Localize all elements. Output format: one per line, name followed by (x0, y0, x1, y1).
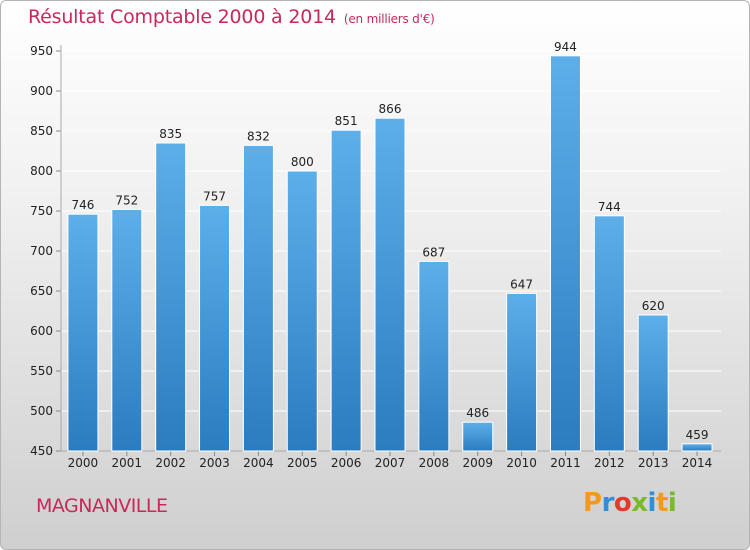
proxiti-logo: Proxiti (583, 488, 677, 518)
value-label: 486 (466, 406, 489, 420)
y-tick-label: 750 (30, 204, 53, 218)
bar (199, 204, 231, 452)
value-label: 757 (203, 189, 226, 203)
y-tick-label: 700 (30, 244, 53, 258)
x-tick-label: 2014 (682, 456, 713, 470)
value-labels: 746 752 835 757 832 800 851 866 687 486 647 944 744 6… (71, 40, 708, 442)
y-tick-labels: 450 500 550 600 650 700 750 800 850 900 950 (30, 44, 53, 458)
bars (67, 55, 713, 452)
value-label: 752 (115, 193, 138, 207)
bar (506, 292, 538, 452)
y-tick-label: 800 (30, 164, 53, 178)
value-label: 832 (247, 129, 270, 143)
bar (593, 215, 625, 452)
y-tick-label: 900 (30, 84, 53, 98)
value-label: 459 (686, 428, 709, 442)
y-tick-label: 950 (30, 44, 53, 58)
value-label: 620 (642, 299, 665, 313)
logo-letter: P (583, 488, 602, 518)
x-tick-label: 2011 (550, 456, 581, 470)
logo-letter: i (667, 488, 677, 518)
x-tick-label: 2001 (112, 456, 143, 470)
logo-letter: o (613, 488, 632, 518)
x-tick-label: 2006 (331, 456, 362, 470)
bar (330, 129, 362, 452)
logo-letter: x (631, 488, 648, 518)
x-tick-label: 2007 (375, 456, 406, 470)
x-tick-label: 2003 (199, 456, 230, 470)
y-tick-label: 650 (30, 284, 53, 298)
chart-title-text: Résultat Comptable 2000 à 2014 (28, 6, 336, 28)
value-label: 744 (598, 200, 621, 214)
y-tick-label: 850 (30, 124, 53, 138)
logo-letter: t (655, 488, 668, 518)
bar (637, 314, 669, 452)
x-tick-label: 2012 (594, 456, 625, 470)
value-label: 866 (379, 102, 402, 116)
y-tick-label: 550 (30, 364, 53, 378)
bar (155, 142, 187, 452)
bar (111, 208, 143, 452)
x-tick-label: 2000 (68, 456, 99, 470)
value-label: 835 (159, 127, 182, 141)
value-label: 851 (335, 114, 358, 128)
y-tick-label: 450 (30, 444, 53, 458)
chart-unit-note: (en milliers d'€) (343, 12, 435, 26)
bar (67, 213, 99, 452)
bar (549, 55, 581, 452)
x-tick-labels: 2000 2001 2002 2003 2004 2005 2006 2007 2008 2009… (68, 456, 713, 470)
x-tick-label: 2013 (638, 456, 669, 470)
bar (418, 260, 450, 452)
city-name: MAGNANVILLE (36, 495, 168, 517)
y-tick-label: 500 (30, 404, 53, 418)
bar (374, 117, 406, 452)
y-tick-label: 600 (30, 324, 53, 338)
x-tick-label: 2004 (243, 456, 274, 470)
value-label: 944 (554, 40, 577, 54)
value-label: 647 (510, 277, 533, 291)
bar (286, 170, 318, 452)
logo-letter: r (601, 488, 615, 518)
value-label: 746 (71, 198, 94, 212)
logo-letter: i (647, 488, 657, 518)
value-label: 687 (422, 245, 445, 259)
bar (681, 443, 713, 452)
chart-title: Résultat Comptable 2000 à 2014 (en millie… (28, 6, 435, 28)
x-tick-label: 2005 (287, 456, 318, 470)
x-tick-label: 2008 (419, 456, 450, 470)
x-tick-label: 2009 (462, 456, 493, 470)
x-tick-label: 2010 (506, 456, 537, 470)
x-tick-label: 2002 (155, 456, 186, 470)
bar (462, 421, 494, 452)
value-label: 800 (291, 155, 314, 169)
bar (242, 144, 274, 452)
